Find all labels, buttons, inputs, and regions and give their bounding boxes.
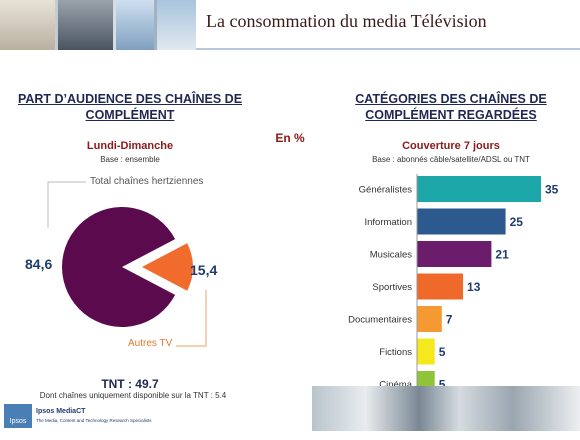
- bar-musicales: [417, 241, 492, 267]
- ipsos-logo-word: Ipsos: [9, 418, 27, 425]
- left-chart-title: PART D’AUDIENCE DES CHAÎNES DE COMPLÉMEN…: [17, 92, 243, 122]
- unit-label: En %: [275, 131, 305, 145]
- bar-fictions: [417, 338, 435, 365]
- header-photo-person: [58, 0, 113, 50]
- ipsos-logo: Ipsos: [4, 404, 32, 428]
- pie-value-autres: 15,4: [190, 262, 218, 278]
- tnt-figure: TNT : 49.7: [101, 377, 159, 391]
- right-base: Base : abonnés câble/satellite/ADSL ou T…: [372, 155, 530, 164]
- header-photo-strip: [0, 0, 196, 50]
- bar-généralistes: [417, 176, 541, 202]
- left-subtitle: Lundi-Dimanche: [86, 140, 174, 152]
- bar-value-fictions: 5: [439, 345, 446, 359]
- left-base: Base : ensemble: [100, 155, 160, 164]
- brand-name: Ipsos MediaCT: [36, 408, 86, 415]
- pie-slice-autres: [142, 243, 193, 291]
- page-title: La consommation du media Télévision: [206, 11, 487, 31]
- bar-label-généralistes: Généralistes: [359, 185, 413, 196]
- charts-canvas: Généralistes 35 Information 25 Musicales 21 Sp…: [47, 174, 559, 400]
- bar-value-généralistes: 35: [545, 183, 559, 197]
- bar-sportives: [417, 273, 464, 300]
- bar-documentaires: [417, 306, 442, 332]
- bar-label-musicales: Musicales: [370, 250, 412, 261]
- header-photo-screen: [116, 0, 154, 50]
- bar-value-documentaires: 7: [446, 313, 453, 327]
- bar-value-sportives: 13: [467, 280, 481, 294]
- bar-label-fictions: Fictions: [379, 347, 412, 358]
- pie-slice-hertziennes: [62, 207, 176, 328]
- right-subtitle: Couverture 7 jours: [402, 140, 500, 152]
- bar-label-information: Information: [364, 217, 412, 228]
- bar-label-cinéma: Cinéma: [379, 380, 412, 391]
- pie-label-hertziennes: Total chaînes hertziennes: [90, 176, 204, 187]
- bar-value-musicales: 21: [495, 248, 509, 262]
- bar-value-cinéma: 5: [439, 378, 446, 392]
- bar-label-sportives: Sportives: [372, 282, 412, 293]
- pie-value-hertziennes: 84,6: [25, 256, 53, 272]
- pie-label-autres: Autres TV: [128, 338, 173, 349]
- bar-value-information: 25: [510, 215, 524, 229]
- header-photo-tablet: [157, 0, 196, 50]
- pie-chart: [47, 181, 207, 347]
- right-chart-title: CATÉGORIES DES CHAÎNES DE COMPLÉMENT REG…: [355, 92, 547, 122]
- header-divider: [196, 48, 580, 50]
- tnt-note: Dont chaînes uniquement disponible sur l…: [39, 391, 227, 400]
- leader-line-hertziennes: [47, 181, 86, 228]
- leader-line-autres: [176, 290, 207, 347]
- brand-tagline: The Media, Content and Technology Resear…: [36, 418, 152, 423]
- header-photo-newspaper: [0, 0, 55, 50]
- bar-chart: Généralistes 35 Information 25 Musicales 21 Sp…: [348, 174, 559, 400]
- footer-photo-strip: [312, 386, 580, 431]
- bar-label-documentaires: Documentaires: [348, 315, 412, 326]
- bar-information: [417, 208, 506, 235]
